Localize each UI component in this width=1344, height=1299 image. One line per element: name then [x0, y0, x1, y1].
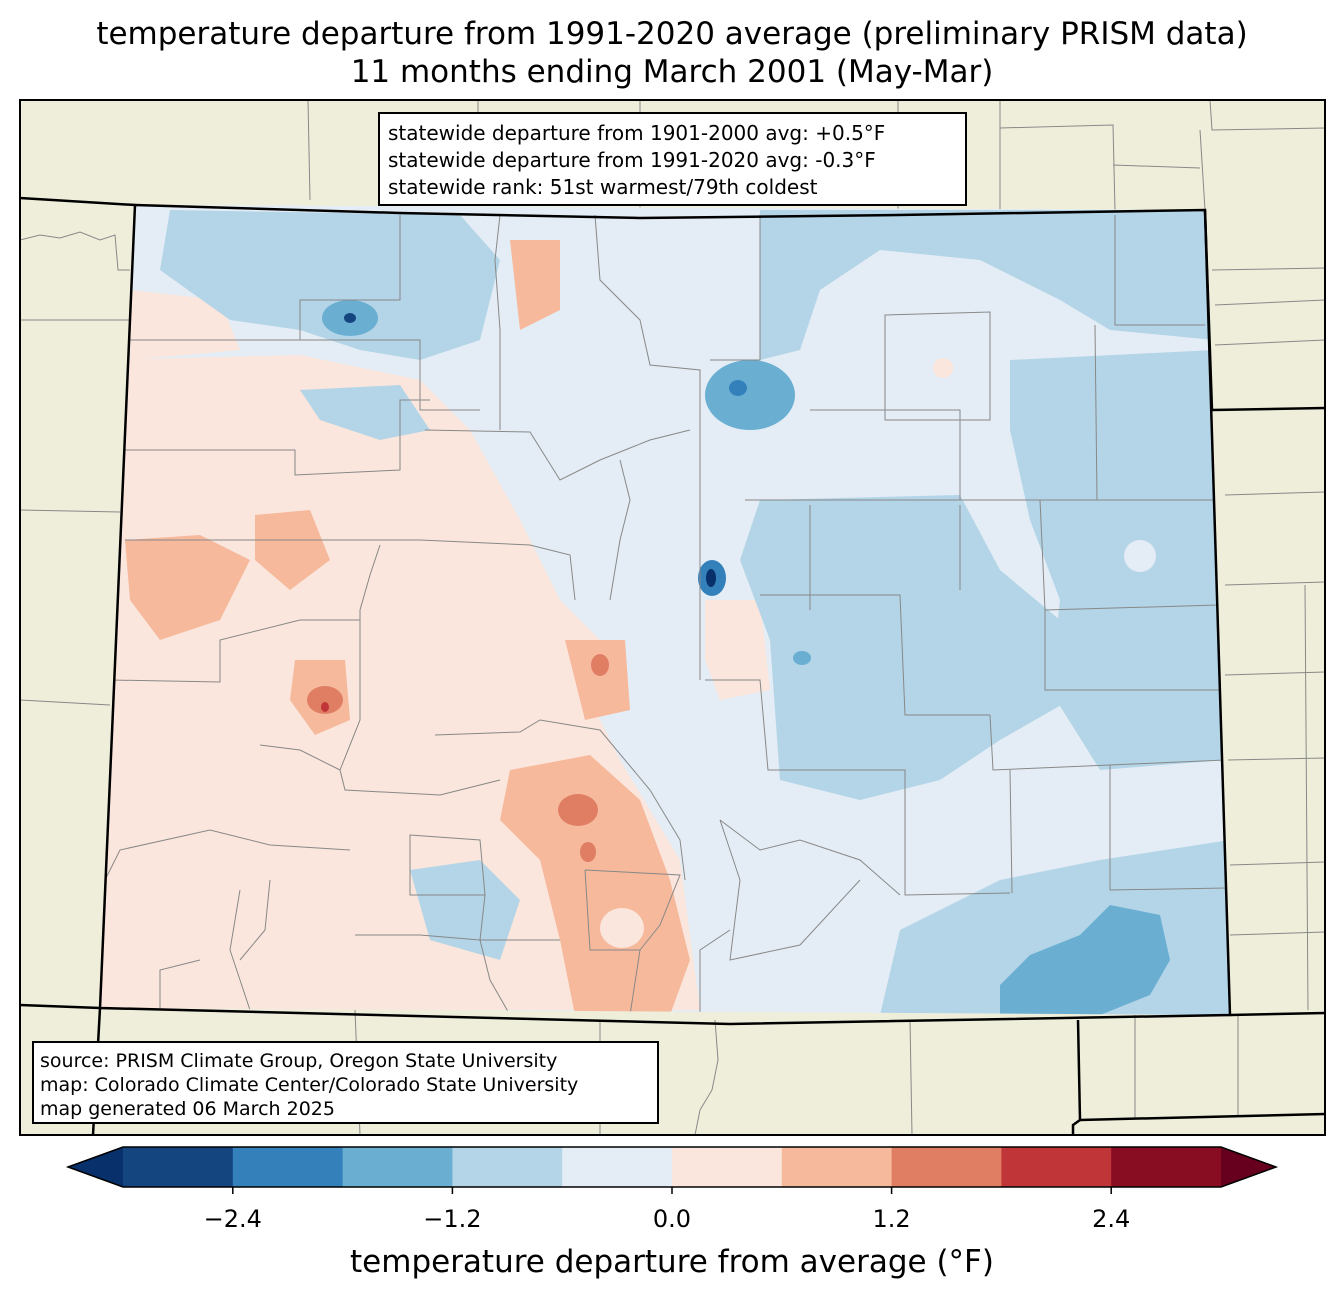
warm-region-west-slope-a: [125, 535, 250, 640]
colorbar-label: temperature departure from average (°F): [350, 1244, 994, 1280]
neutral-hole-b: [1124, 540, 1156, 572]
warm-hotspot-d: [580, 842, 596, 862]
colorbar-bins: [65, 1146, 1279, 1188]
warm-hotspot-b: [558, 794, 598, 826]
map-subtitle: 11 months ending March 2001 (May-Mar): [350, 54, 994, 90]
colorbar-outline: [65, 1146, 1279, 1188]
colorbar-bin: [891, 1147, 1002, 1187]
colorbar-extend-high: [1221, 1147, 1276, 1187]
warm-region-front-range: [705, 600, 770, 700]
cool-region-east-central: [740, 495, 1070, 800]
nebraska-kansas-border: [1211, 406, 1325, 412]
colorbar-tick-label: −1.2: [423, 1205, 482, 1233]
utah-arizona-border: [20, 1003, 101, 1010]
stats-departure-1991-2020: statewide departure from 1991-2020 avg: …: [388, 148, 876, 172]
warm-region-san-luis: [500, 755, 690, 1015]
colorbar-bin: [1111, 1147, 1222, 1187]
colorbar-tick-label: −2.4: [203, 1205, 262, 1233]
cool-region-north-central: [300, 385, 430, 440]
county-lines: [104, 214, 1230, 1015]
cool-spot-front-range-core: [729, 380, 747, 396]
cool-spot-foothills-core: [706, 569, 716, 587]
colorbar-extend-low: [68, 1147, 123, 1187]
colorbar-ticks: [232, 1187, 1112, 1194]
cool-region-northwest: [160, 210, 500, 360]
map-credit-line: map: Colorado Climate Center/Colorado St…: [40, 1074, 579, 1096]
colorbar-bin: [781, 1147, 893, 1187]
warm-region-west-slope-b: [255, 510, 330, 590]
colorbar-bin: [123, 1147, 234, 1187]
cool-spot-front-range: [705, 360, 795, 430]
wyoming-utah-border: [20, 196, 136, 207]
oklahoma-panhandle-border: [1079, 1112, 1325, 1122]
colorbar-bin: [672, 1147, 783, 1187]
stats-departure-1901-2000: statewide departure from 1901-2000 avg: …: [388, 121, 886, 145]
kansas-border: [1229, 1011, 1325, 1017]
source-line: source: PRISM Climate Group, Oregon Stat…: [40, 1050, 558, 1072]
neutral-hole-a: [840, 262, 920, 318]
map-generated-line: map generated 06 March 2025: [40, 1098, 335, 1120]
stats-rank: statewide rank: 51st warmest/79th coldes…: [388, 175, 818, 199]
nebraska-wyoming-border: [1203, 209, 1214, 411]
colorbar-tick-label: 2.4: [1092, 1205, 1131, 1233]
colorbar-tick-label: 1.2: [872, 1205, 911, 1233]
warm-hotspot-a: [307, 686, 343, 714]
warm-hotspot-e: [321, 702, 329, 712]
colorbar-bin: [1001, 1147, 1112, 1187]
cool-region-southwest: [410, 860, 520, 960]
colorbar-tick-label: 0.0: [652, 1205, 692, 1233]
warm-hotspot-c: [591, 654, 609, 676]
colorbar-bin: [232, 1147, 344, 1187]
colorbar-bin: [562, 1147, 673, 1187]
cool-spot-east-plains: [793, 651, 811, 665]
warm-region-north-park: [510, 240, 560, 330]
warm-region-central-b: [565, 640, 630, 720]
colorbar: [65, 1146, 1279, 1194]
statewide-stats-box: statewide departure from 1901-2000 avg: …: [378, 112, 967, 206]
cool-region-northeast: [760, 210, 1215, 360]
temperature-anomaly-field: [100, 205, 1230, 1015]
map-title: temperature departure from 1991-2020 ave…: [96, 16, 1248, 52]
map-frame: [19, 99, 1326, 1136]
oklahoma-texas-border: [1071, 1019, 1082, 1135]
neutral-hole-d: [933, 358, 953, 378]
colorbar-bin: [342, 1147, 453, 1187]
colorbar-bin: [452, 1147, 563, 1187]
cool-region-southeast-core: [1000, 905, 1170, 1015]
neutral-hole-c: [600, 908, 644, 948]
source-box: source: PRISM Climate Group, Oregon Stat…: [32, 1041, 659, 1124]
cool-spot-northwest-core: [344, 313, 356, 323]
